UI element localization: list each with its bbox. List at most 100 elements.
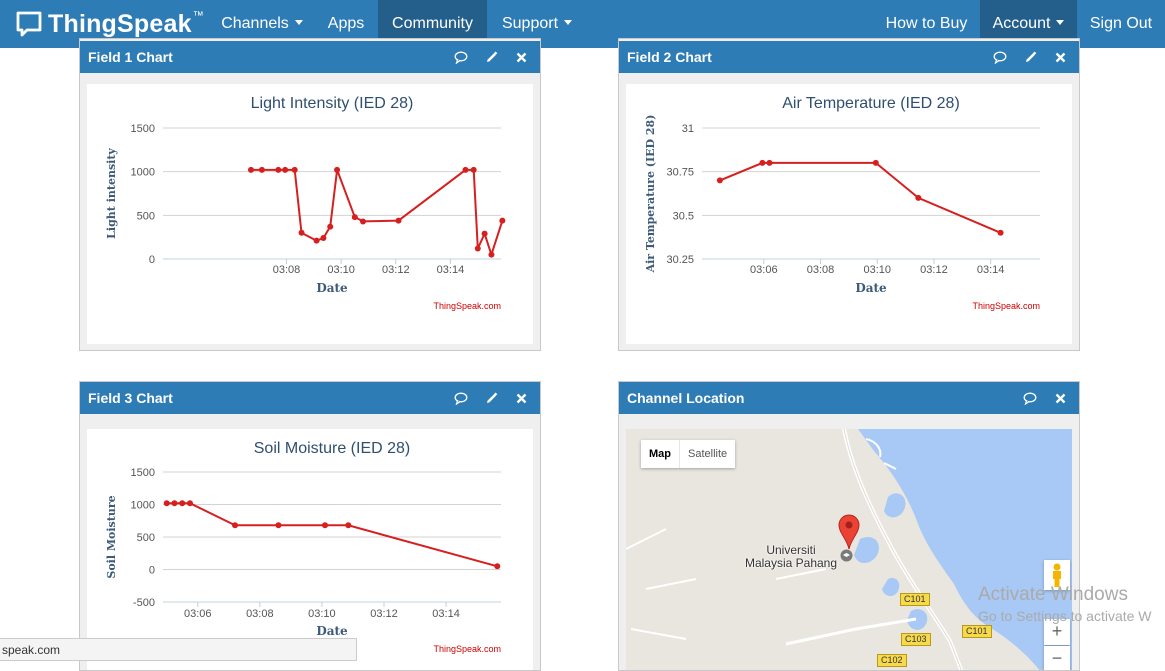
x-tick-label: 03:14 bbox=[437, 264, 465, 276]
data-point[interactable] bbox=[258, 166, 265, 173]
data-point[interactable] bbox=[320, 235, 327, 242]
data-point[interactable] bbox=[872, 159, 879, 166]
map-type-map-button[interactable]: Map bbox=[649, 448, 671, 460]
y-tick-label: 30.75 bbox=[666, 167, 694, 179]
data-point[interactable] bbox=[716, 177, 723, 184]
y-tick-label: 0 bbox=[149, 254, 155, 266]
data-point[interactable] bbox=[247, 166, 254, 173]
chart-title: Air Temperature (IED 28) bbox=[782, 95, 960, 112]
data-point[interactable] bbox=[334, 166, 341, 173]
street-view-pegman-icon[interactable] bbox=[1044, 560, 1070, 590]
speech-bubble-logo-icon bbox=[16, 11, 42, 37]
data-point[interactable] bbox=[462, 166, 469, 173]
data-point[interactable] bbox=[351, 214, 358, 221]
place-label-line1: Universiti bbox=[766, 543, 816, 557]
y-tick-label: 31 bbox=[682, 123, 694, 135]
nav-channels[interactable]: Channels bbox=[211, 0, 313, 48]
comment-icon[interactable] bbox=[454, 391, 468, 405]
y-tick-label: 1000 bbox=[131, 500, 155, 512]
zoom-out-button[interactable]: − bbox=[1044, 646, 1070, 670]
data-point[interactable] bbox=[322, 522, 329, 529]
chart-area: Air Temperature (IED 28) 30.25 30.5 30.75 31… bbox=[626, 84, 1072, 344]
nav-sign-out-label: Sign Out bbox=[1089, 15, 1153, 32]
y-tick-label: 1500 bbox=[131, 123, 155, 135]
data-point[interactable] bbox=[275, 166, 282, 173]
light-intensity-chart: Light Intensity (IED 28) 0 500 1000 1500 03:0… bbox=[105, 95, 506, 311]
data-point[interactable] bbox=[474, 245, 481, 252]
chart-title: Light Intensity (IED 28) bbox=[251, 95, 414, 112]
location-map[interactable]: Map Satellite Universiti Malaysia Pahang… bbox=[626, 429, 1072, 670]
comment-icon[interactable] bbox=[993, 50, 1007, 64]
x-tick-label: 03:08 bbox=[273, 264, 301, 276]
comment-icon[interactable] bbox=[1023, 391, 1037, 405]
data-point[interactable] bbox=[298, 229, 305, 236]
data-point[interactable] bbox=[232, 522, 239, 529]
close-icon[interactable] bbox=[1053, 50, 1067, 64]
data-point[interactable] bbox=[179, 500, 186, 507]
data-point[interactable] bbox=[488, 251, 495, 258]
chart-credit[interactable]: ThingSpeak.com bbox=[972, 301, 1040, 311]
data-point[interactable] bbox=[163, 500, 170, 507]
nav-how-to-buy[interactable]: How to Buy bbox=[874, 0, 979, 48]
data-point[interactable] bbox=[171, 500, 178, 507]
brand-logo[interactable]: ThingSpeak ™ bbox=[16, 0, 204, 48]
comment-icon[interactable] bbox=[454, 50, 468, 64]
nav-community-label: Community bbox=[392, 15, 473, 32]
chart-credit[interactable]: ThingSpeak.com bbox=[433, 644, 501, 654]
chart-area: Light Intensity (IED 28) 0 500 1000 1500 03:0… bbox=[87, 84, 533, 344]
data-point[interactable] bbox=[291, 166, 298, 173]
y-tick-label: 500 bbox=[137, 210, 155, 222]
close-icon[interactable] bbox=[514, 50, 528, 64]
road-badge: C101 bbox=[962, 625, 992, 638]
pencil-edit-icon[interactable] bbox=[484, 50, 498, 64]
x-tick-label: 03:08 bbox=[807, 264, 835, 276]
nav-how-to-buy-label: How to Buy bbox=[885, 15, 968, 32]
chart-credit[interactable]: ThingSpeak.com bbox=[433, 301, 501, 311]
x-axis-label: Date bbox=[316, 281, 348, 295]
nav-support-label: Support bbox=[501, 15, 559, 32]
panel-title: Field 3 Chart bbox=[88, 390, 173, 406]
road-badge: C101 bbox=[900, 593, 930, 606]
data-point[interactable] bbox=[395, 217, 402, 224]
panel-title: Field 1 Chart bbox=[88, 49, 173, 65]
location-marker-icon[interactable] bbox=[838, 514, 860, 550]
data-point[interactable] bbox=[481, 230, 488, 237]
data-point[interactable] bbox=[915, 194, 922, 201]
data-point[interactable] bbox=[187, 500, 194, 507]
data-point[interactable] bbox=[499, 217, 506, 224]
chart-title: Soil Moisture (IED 28) bbox=[254, 440, 411, 457]
data-point[interactable] bbox=[766, 159, 773, 166]
y-axis-label: Soil Moisture bbox=[105, 495, 118, 578]
data-point[interactable] bbox=[494, 563, 501, 570]
nav-sign-out[interactable]: Sign Out bbox=[1080, 0, 1162, 48]
zoom-in-button[interactable]: + bbox=[1044, 619, 1070, 645]
nav-support[interactable]: Support bbox=[489, 0, 585, 48]
close-icon[interactable] bbox=[1053, 391, 1067, 405]
y-tick-label: 30.25 bbox=[666, 254, 694, 266]
data-point[interactable] bbox=[997, 229, 1004, 236]
data-point[interactable] bbox=[275, 522, 282, 529]
data-point[interactable] bbox=[470, 166, 477, 173]
data-point[interactable] bbox=[313, 237, 320, 244]
channel-location-panel: Channel Location Map Satellite bbox=[618, 381, 1080, 671]
y-tick-label: 1500 bbox=[131, 467, 155, 479]
x-tick-label: 03:06 bbox=[184, 608, 212, 620]
chevron-down-icon bbox=[1056, 20, 1065, 26]
map-type-satellite-button[interactable]: Satellite bbox=[679, 440, 735, 468]
field2-chart-panel: Field 2 Chart Air Temperature (IED 28) 30… bbox=[618, 38, 1080, 351]
nav-channels-label: Channels bbox=[221, 15, 289, 32]
pencil-edit-icon[interactable] bbox=[1023, 50, 1037, 64]
x-tick-label: 03:12 bbox=[370, 608, 398, 620]
chevron-down-icon bbox=[564, 20, 573, 26]
nav-apps[interactable]: Apps bbox=[317, 0, 375, 48]
y-axis-label: Light intensity bbox=[105, 148, 118, 239]
close-icon[interactable] bbox=[514, 391, 528, 405]
data-point[interactable] bbox=[759, 159, 766, 166]
data-point[interactable] bbox=[327, 223, 334, 230]
soil-moisture-chart: Soil Moisture (IED 28) -500 0 500 1000 1500 03… bbox=[105, 440, 501, 654]
pencil-edit-icon[interactable] bbox=[484, 391, 498, 405]
y-tick-label: 1000 bbox=[131, 167, 155, 179]
data-point[interactable] bbox=[282, 166, 289, 173]
data-point[interactable] bbox=[360, 218, 367, 225]
data-point[interactable] bbox=[345, 522, 352, 529]
